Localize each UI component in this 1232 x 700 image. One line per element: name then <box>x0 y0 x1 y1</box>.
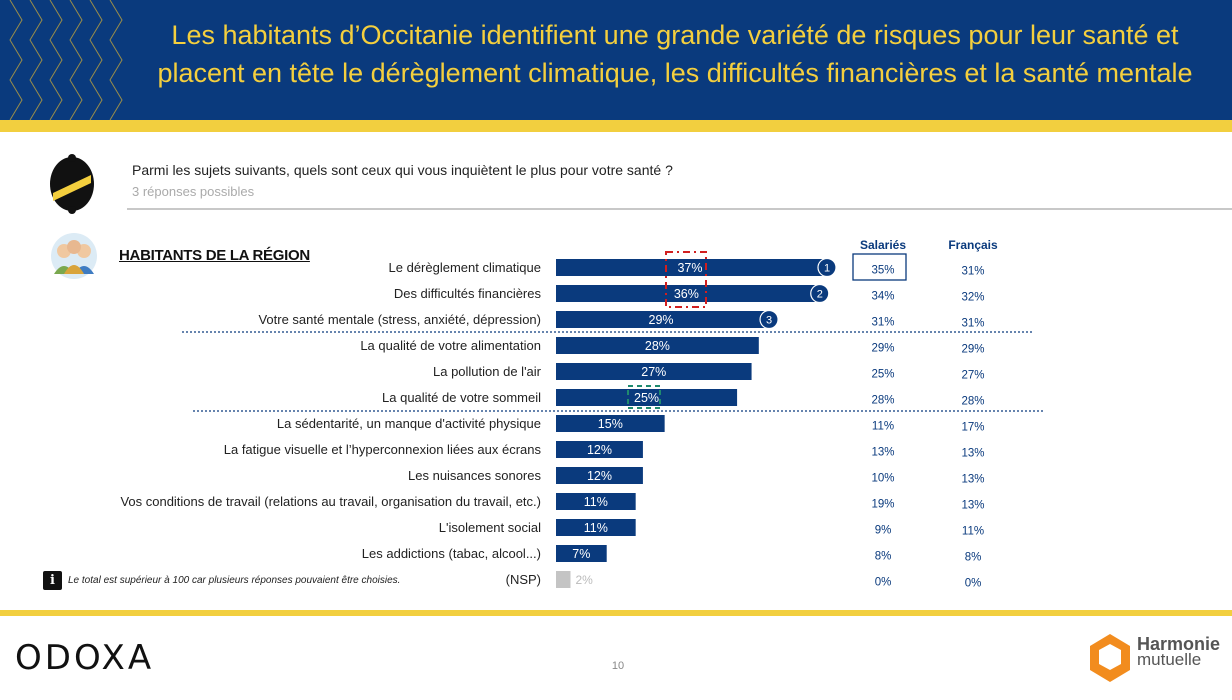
category-label: La qualité de votre alimentation <box>360 338 541 353</box>
francais-value: 27% <box>961 370 984 382</box>
value-label: 12% <box>587 469 612 483</box>
category-label: (NSP) <box>506 572 541 587</box>
salaries-highlight-box <box>852 253 907 281</box>
salaries-value: 31% <box>871 317 894 329</box>
bar-9 <box>556 467 643 484</box>
partner-name-line1: Harmonie <box>1137 634 1221 654</box>
francais-value: 13% <box>961 474 984 486</box>
info-icon: i <box>43 571 62 590</box>
value-label: 11% <box>584 495 608 509</box>
footnote: Le total est supérieur à 100 car plusieu… <box>68 575 401 586</box>
salaries-value: 29% <box>871 343 894 355</box>
rank-badge <box>810 283 830 304</box>
salaries-value: 8% <box>875 551 892 563</box>
page-number: 10 <box>611 660 625 672</box>
category-label: La fatigue visuelle et l’hyperconnexion … <box>224 442 542 457</box>
bar-13 <box>556 571 571 588</box>
value-label: 28% <box>645 339 670 353</box>
bar-4 <box>556 337 759 354</box>
category-label: L'isolement social <box>439 520 541 535</box>
bar-7 <box>556 415 665 432</box>
value-label: 27% <box>641 365 666 379</box>
francais-value: 17% <box>961 422 984 434</box>
bar-2 <box>556 285 817 302</box>
salaries-value: 19% <box>871 499 894 511</box>
header-accent-strip <box>0 120 1232 132</box>
francais-value: 32% <box>961 292 984 304</box>
salaries-value: 34% <box>871 291 894 303</box>
francais-value: 8% <box>965 552 982 564</box>
rank-number: 1 <box>824 263 830 275</box>
value-label: 37% <box>677 261 702 275</box>
significance-box-red <box>665 251 707 308</box>
category-label: Votre santé mentale (stress, anxiété, dé… <box>258 312 541 327</box>
bar-chart: Le dérèglement climatique 37% 1 35% 31%Des d… <box>120 251 1045 590</box>
column-header-salaries: Salariés <box>859 238 907 252</box>
question-divider <box>127 208 1232 210</box>
category-label: La qualité de votre sommeil <box>382 390 541 405</box>
francais-value: 31% <box>961 318 984 330</box>
partner-logo-text: Harmonie mutuelle <box>1137 634 1221 669</box>
salaries-value: 0% <box>875 577 892 589</box>
rank-number: 2 <box>817 289 823 301</box>
value-label: 2% <box>575 573 593 587</box>
category-label: La pollution de l'air <box>433 364 542 379</box>
question-text: Parmi les sujets suivants, quels sont ce… <box>132 162 673 178</box>
rank-number: 3 <box>766 315 772 327</box>
francais-value: 11% <box>962 526 984 538</box>
section-title: HABITANTS DE LA RÉGION <box>119 247 310 264</box>
salaries-value: 28% <box>871 395 894 407</box>
bar-3 <box>556 311 767 328</box>
header-banner: Les habitants d’Occitanie identifient un… <box>0 0 1232 120</box>
salaries-value: 13% <box>871 447 894 459</box>
category-label: Les nuisances sonores <box>408 468 541 483</box>
francais-value: 29% <box>961 344 984 356</box>
bar-10 <box>556 493 636 510</box>
bar-6 <box>556 389 738 406</box>
francais-value: 31% <box>961 266 984 278</box>
harmonie-logo-icon <box>1090 634 1130 682</box>
question-subtext: 3 réponses possibles <box>132 184 255 199</box>
partner-name-line2: mutuelle <box>1137 650 1202 669</box>
value-label: 36% <box>674 287 699 301</box>
value-label: 12% <box>587 443 612 457</box>
bar-12 <box>556 545 607 562</box>
column-header-francais: Français <box>948 238 998 252</box>
odoxa-logo-icon <box>50 154 94 214</box>
rank-badge <box>817 257 837 278</box>
value-label: 11% <box>584 521 608 535</box>
salaries-value: 10% <box>871 473 894 485</box>
bar-11 <box>556 519 636 536</box>
brand-logo: ODOXA <box>15 638 155 678</box>
category-label: Les addictions (tabac, alcool...) <box>362 546 541 561</box>
francais-value: 28% <box>961 396 984 408</box>
bar-5 <box>556 363 752 380</box>
footer-accent-strip <box>0 610 1232 616</box>
francais-value: 0% <box>965 578 982 590</box>
decorative-pattern <box>9 0 123 120</box>
value-label: 15% <box>598 417 623 431</box>
people-group-icon <box>51 233 97 279</box>
category-label: Le dérèglement climatique <box>389 260 541 275</box>
category-label: Des difficultés financières <box>394 286 542 301</box>
value-label: 7% <box>572 547 590 561</box>
salaries-value: 9% <box>875 525 892 537</box>
category-label: Vos conditions de travail (relations au … <box>120 494 541 509</box>
bar-8 <box>556 441 643 458</box>
salaries-value: 25% <box>871 369 894 381</box>
category-label: La sédentarité, un manque d'activité phy… <box>277 416 541 431</box>
value-label: 25% <box>634 391 659 405</box>
salaries-value: 35% <box>871 265 894 277</box>
francais-value: 13% <box>961 448 984 460</box>
francais-value: 13% <box>961 500 984 512</box>
salaries-value: 11% <box>872 421 894 433</box>
rank-badge <box>759 309 779 330</box>
bar-1 <box>556 259 824 276</box>
value-label: 29% <box>649 313 674 327</box>
page-title: Les habitants d’Occitanie identifient un… <box>157 20 1193 88</box>
